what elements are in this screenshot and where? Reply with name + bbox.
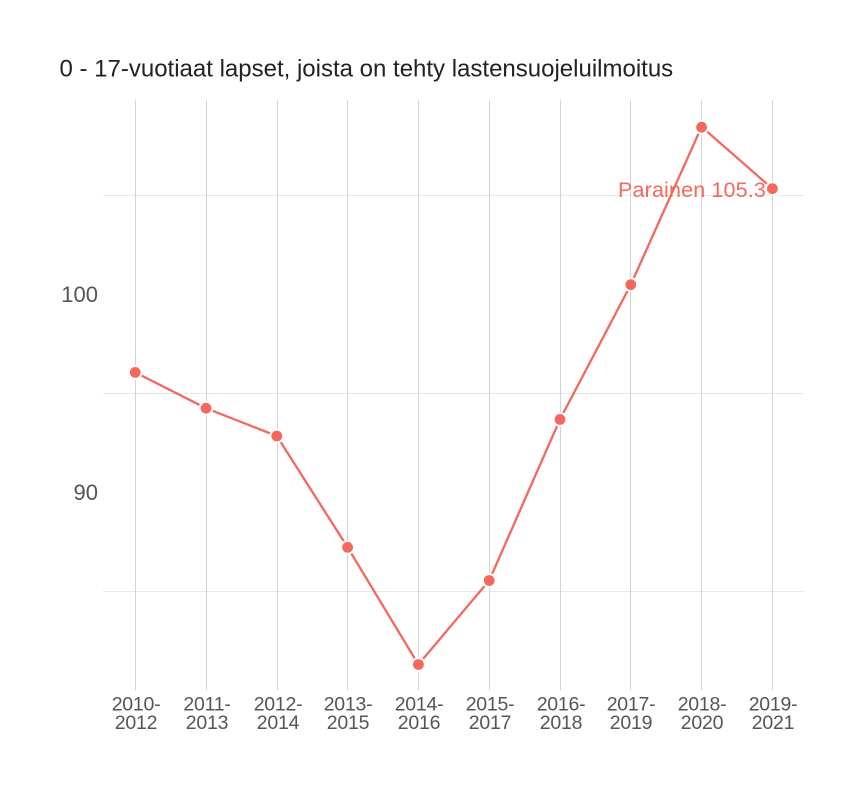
svg-text:2011-2013: 2011-2013 [183,694,230,735]
svg-text:100: 100 [61,282,98,307]
svg-text:0 - 17-vuotiaat lapset, joista: 0 - 17-vuotiaat lapset, joista on tehty … [60,56,674,83]
svg-text:2016-2018: 2016-2018 [537,694,586,735]
svg-text:2018-2020: 2018-2020 [678,694,727,735]
svg-text:2017-2019: 2017-2019 [607,694,656,735]
svg-text:2010-2012: 2010-2012 [112,694,161,735]
svg-text:2014-2016: 2014-2016 [395,694,444,735]
svg-text:90: 90 [74,480,98,505]
svg-text:2019-2021: 2019-2021 [749,694,798,735]
svg-text:2015-2017: 2015-2017 [466,694,515,735]
svg-text:2012-2014: 2012-2014 [254,694,303,735]
svg-text:2013-2015: 2013-2015 [324,694,373,735]
svg-text:Parainen 105.3: Parainen 105.3 [618,178,766,202]
